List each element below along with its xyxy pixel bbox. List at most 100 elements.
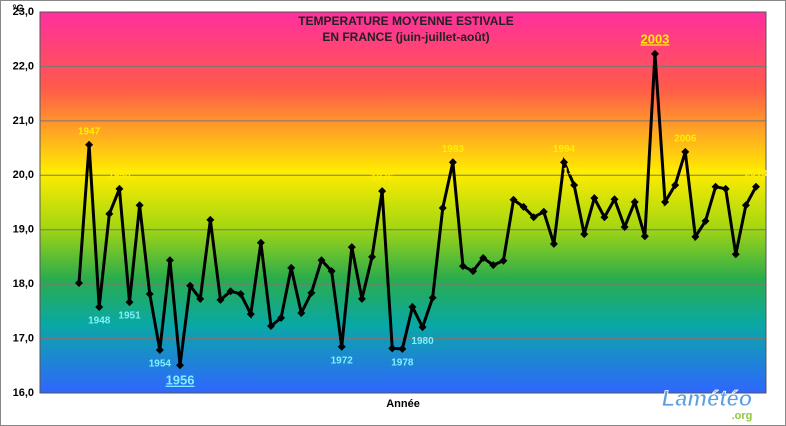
marker (418, 323, 427, 332)
marker (297, 308, 306, 317)
y-tick-label: 18,0 (13, 278, 34, 290)
marker (630, 197, 639, 206)
plot-border (39, 11, 767, 394)
marker (691, 232, 700, 241)
point-label: 2013 (745, 168, 768, 179)
marker (752, 182, 760, 191)
marker (428, 293, 437, 302)
marker (378, 187, 387, 196)
marker (246, 310, 255, 319)
y-tick-label: 16,0 (13, 387, 34, 399)
marker (115, 184, 124, 193)
marker (125, 298, 134, 307)
marker (509, 195, 518, 204)
point-label: 1948 (88, 316, 111, 327)
marker (145, 289, 154, 298)
marker (661, 197, 670, 206)
point-label: 1983 (442, 144, 465, 155)
marker (307, 288, 316, 297)
marker (287, 263, 296, 272)
marker (165, 256, 174, 265)
marker (105, 209, 114, 218)
marker (438, 203, 447, 212)
marker (590, 194, 599, 203)
marker (206, 215, 215, 224)
point-label: 1978 (391, 358, 414, 369)
marker (155, 346, 164, 355)
y-axis-label: °C (12, 4, 23, 15)
marker (731, 250, 740, 259)
point-label: 1956 (166, 373, 195, 388)
marker (337, 342, 346, 351)
marker (408, 303, 417, 312)
marker (236, 289, 245, 298)
marker (135, 201, 144, 210)
marker (741, 201, 750, 210)
logo-sub: .org (732, 410, 753, 422)
marker (610, 195, 619, 204)
point-label: 1972 (331, 355, 354, 366)
x-axis-label: Année (386, 398, 420, 410)
marker (75, 279, 83, 288)
y-tick-label: 21,0 (13, 115, 34, 127)
y-tick-label: 19,0 (13, 224, 34, 236)
marker (469, 267, 478, 276)
point-label: 1995 (563, 167, 586, 178)
marker (539, 207, 548, 216)
marker (85, 140, 94, 149)
marker (357, 294, 366, 303)
marker (95, 303, 104, 312)
marker (529, 213, 538, 222)
point-label: 1951 (118, 311, 141, 322)
marker (327, 267, 336, 276)
marker (499, 256, 508, 265)
marker (681, 147, 690, 156)
point-label: 1950 (108, 171, 131, 182)
marker (176, 361, 185, 370)
marker (640, 232, 649, 241)
marker (519, 202, 528, 211)
marker (398, 344, 407, 353)
chart-title: TEMPERATURE MOYENNE ESTIVALE (298, 14, 514, 28)
point-label: 1976 (371, 173, 394, 184)
marker (458, 262, 467, 271)
y-tick-label: 20,0 (13, 169, 34, 181)
marker (266, 322, 275, 331)
point-label: 1954 (149, 359, 172, 370)
marker (277, 313, 286, 322)
marker (186, 281, 195, 290)
point-label: 2006 (674, 134, 697, 145)
y-tick-label: 17,0 (13, 332, 34, 344)
point-label: 2003 (640, 31, 669, 46)
marker (549, 239, 558, 248)
marker (580, 230, 589, 239)
marker (560, 158, 569, 167)
marker (711, 182, 720, 191)
marker (489, 261, 498, 270)
y-tick-label: 22,0 (13, 60, 34, 72)
marker (216, 295, 225, 304)
marker (368, 252, 377, 261)
marker (448, 158, 457, 167)
marker (347, 243, 356, 252)
marker (620, 222, 629, 231)
point-label: 1947 (78, 126, 101, 137)
marker (317, 256, 326, 265)
marker (671, 181, 680, 190)
point-label: 1980 (411, 336, 434, 347)
point-label: 1994 (553, 144, 576, 155)
logo: Lamétéo (662, 386, 752, 411)
marker (600, 213, 609, 222)
marker (650, 49, 659, 58)
marker (570, 181, 579, 190)
marker (196, 294, 205, 303)
y-tick-label: 23,0 (13, 6, 34, 18)
marker (721, 184, 730, 193)
marker (701, 217, 710, 226)
chart-subtitle: EN FRANCE (juin-juillet-août) (322, 30, 489, 44)
marker (388, 344, 397, 353)
marker (256, 238, 265, 247)
marker (226, 287, 235, 296)
marker (479, 254, 488, 263)
